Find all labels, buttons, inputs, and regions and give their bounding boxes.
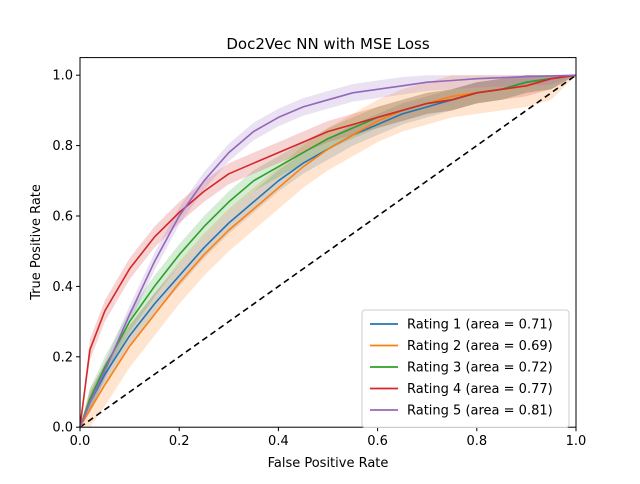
chance-reference-line (79, 74, 577, 428)
x-tick-label: 0.8 (466, 434, 487, 449)
y-axis: 0.0 0.2 0.4 0.6 0.8 1.0 (52, 69, 80, 436)
y-axis-label: True Positive Rate (29, 184, 44, 301)
x-tick-label: 1.0 (566, 434, 587, 449)
x-axis-label: False Positive Rate (268, 456, 389, 471)
y-tick-label: 0.2 (52, 350, 73, 365)
x-tick-label: 0.4 (268, 434, 289, 449)
x-axis: 0.0 0.2 0.4 0.6 0.8 1.0 (70, 427, 587, 449)
plot-area (79, 74, 577, 428)
y-tick-label: 0.6 (52, 210, 73, 225)
legend-entry-3: Rating 3 (area = 0.72) (407, 361, 553, 376)
series-3-band (80, 75, 576, 428)
series-2-band (80, 75, 576, 428)
y-tick-label: 0.4 (52, 280, 73, 295)
chart-title: Doc2Vec NN with MSE Loss (226, 35, 429, 53)
x-tick-label: 0.2 (169, 434, 190, 449)
series-5-line (79, 74, 577, 428)
y-tick-label: 0.0 (52, 421, 73, 436)
plot-frame (79, 57, 577, 428)
x-tick-label: 0.0 (70, 434, 91, 449)
legend: Rating 1 (area = 0.71) Rating 2 (area = 0… (361, 309, 570, 428)
legend-entry-1: Rating 1 (area = 0.71) (407, 318, 553, 333)
legend-entry-5: Rating 5 (area = 0.81) (407, 404, 553, 419)
legend-entry-4: Rating 4 (area = 0.77) (407, 382, 553, 397)
y-tick-label: 0.8 (52, 139, 73, 154)
y-tick-label: 1.0 (52, 69, 73, 84)
legend-entry-2: Rating 2 (area = 0.69) (407, 339, 553, 354)
series-4-line (79, 74, 577, 428)
series-1-band (80, 75, 576, 428)
x-tick-label: 0.6 (367, 434, 388, 449)
legend-box (361, 309, 570, 428)
